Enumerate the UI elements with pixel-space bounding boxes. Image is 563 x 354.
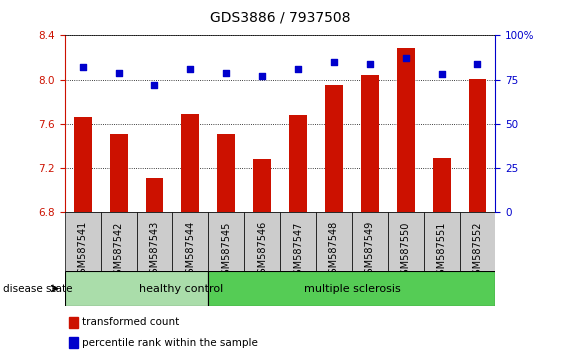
Bar (352, 212, 388, 271)
Bar (468, 79, 486, 212)
Bar (110, 134, 128, 212)
Point (293, 66, 302, 72)
Text: transformed count: transformed count (82, 318, 179, 327)
Text: GSM587551: GSM587551 (436, 221, 446, 280)
Bar (325, 85, 343, 212)
Bar (280, 212, 316, 271)
Text: GSM587544: GSM587544 (185, 221, 195, 280)
Point (365, 61, 374, 67)
Bar (388, 212, 424, 271)
Bar (208, 212, 244, 271)
Point (401, 56, 410, 61)
Point (222, 70, 231, 75)
Bar (69, 337, 78, 348)
Bar (397, 47, 415, 212)
Bar (244, 212, 280, 271)
Bar (289, 115, 307, 212)
Bar (316, 212, 352, 271)
Point (437, 72, 446, 77)
Text: disease state: disease state (3, 284, 72, 293)
Text: GSM587542: GSM587542 (114, 221, 124, 280)
Bar (459, 212, 495, 271)
Bar (217, 134, 235, 212)
Text: GSM587552: GSM587552 (472, 221, 482, 281)
Point (78, 64, 87, 70)
Text: percentile rank within the sample: percentile rank within the sample (82, 338, 258, 348)
Text: healthy control: healthy control (139, 284, 224, 293)
Text: GDS3886 / 7937508: GDS3886 / 7937508 (210, 11, 350, 25)
Bar (181, 114, 199, 212)
Point (329, 59, 338, 65)
Text: GSM587550: GSM587550 (401, 221, 411, 280)
Bar (101, 212, 137, 271)
Bar (137, 212, 172, 271)
Text: multiple sclerosis: multiple sclerosis (303, 284, 400, 293)
Text: GSM587546: GSM587546 (257, 221, 267, 280)
Bar (74, 117, 92, 212)
Bar (172, 212, 208, 271)
Bar (424, 212, 459, 271)
Bar (253, 159, 271, 212)
Text: GSM587541: GSM587541 (78, 221, 88, 280)
Point (258, 73, 267, 79)
Bar (145, 178, 163, 212)
Text: GSM587547: GSM587547 (293, 221, 303, 280)
Point (186, 66, 195, 72)
Text: GSM587549: GSM587549 (365, 221, 375, 280)
Bar (69, 317, 78, 328)
Bar (208, 271, 495, 306)
Text: GSM587548: GSM587548 (329, 221, 339, 280)
Bar (65, 212, 101, 271)
Bar (65, 271, 208, 306)
Point (473, 61, 482, 67)
Point (150, 82, 159, 88)
Text: GSM587545: GSM587545 (221, 221, 231, 280)
Bar (432, 158, 450, 212)
Bar (361, 75, 379, 212)
Point (114, 70, 123, 75)
Text: GSM587543: GSM587543 (149, 221, 159, 280)
